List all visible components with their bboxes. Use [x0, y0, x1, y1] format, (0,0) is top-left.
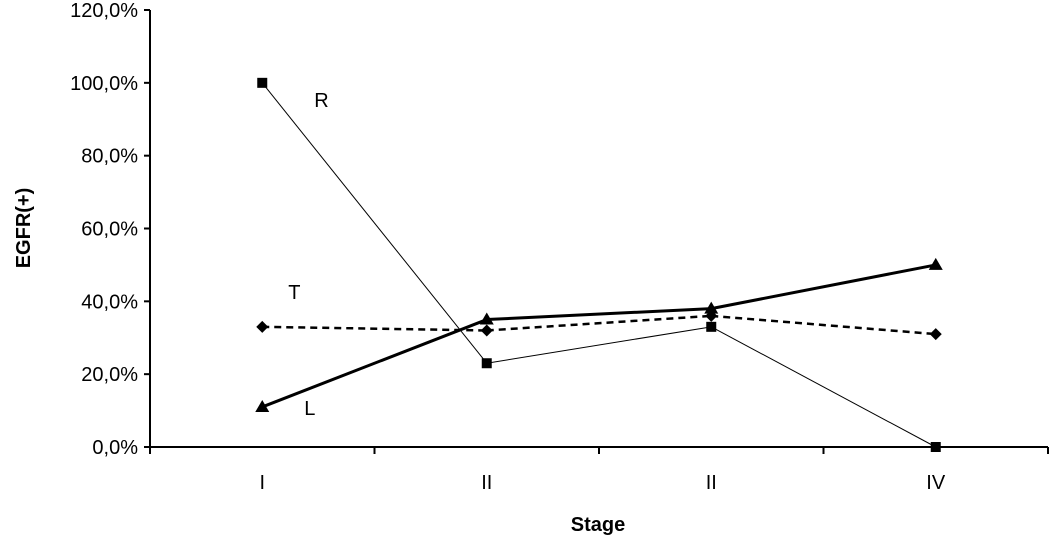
x-tick-label: IV	[926, 472, 946, 494]
series-r-label: R	[314, 90, 328, 112]
series-l-segment	[710, 263, 937, 311]
series-l-segment	[261, 318, 488, 409]
series-r-segment	[486, 326, 712, 364]
series-t-segment	[711, 314, 936, 336]
y-tick-label: 40,0%	[81, 291, 138, 313]
series-r-point	[930, 442, 941, 452]
series-l-point	[928, 257, 943, 270]
y-tick-label: 20,0%	[81, 364, 138, 386]
series-l-point	[704, 301, 719, 314]
series-t-label: T	[288, 282, 300, 304]
series-t-segment	[486, 314, 712, 332]
y-tick-label: 120,0%	[70, 0, 138, 22]
series-t-segment	[262, 325, 487, 332]
y-tick-label: 60,0%	[81, 219, 138, 241]
series-t-point	[256, 320, 269, 333]
series-l-point	[479, 312, 494, 325]
series-r-segment	[261, 82, 488, 364]
series-l-point	[255, 399, 270, 412]
series-t: T	[256, 282, 942, 341]
x-tick-label: II	[706, 472, 717, 494]
y-axis: 0,0% 20,0% 40,0% 60,0% 80,0% 100,0% 120,0%	[70, 0, 151, 459]
series-t-point	[480, 324, 493, 337]
y-tick-label: 100,0%	[70, 73, 138, 95]
x-tick-label: I	[259, 472, 265, 494]
series-r-point	[481, 358, 492, 369]
y-tick-label: 0,0%	[92, 437, 138, 459]
series-r-segment	[711, 326, 936, 448]
x-axis: I II II IV	[149, 446, 1049, 494]
x-axis-title: Stage	[571, 514, 625, 536]
y-tick-label: 80,0%	[81, 146, 138, 168]
y-axis-title: EGFR(+)	[13, 188, 35, 269]
series-r-point	[706, 321, 717, 332]
series-l-label: L	[304, 398, 315, 420]
series-r: R	[257, 77, 941, 452]
series-r-point	[257, 77, 268, 88]
series-l-segment	[486, 307, 712, 322]
x-tick-label: II	[481, 472, 492, 494]
series-layer: R T L	[255, 77, 943, 452]
series-l: L	[255, 257, 943, 420]
series-t-point	[929, 328, 942, 341]
